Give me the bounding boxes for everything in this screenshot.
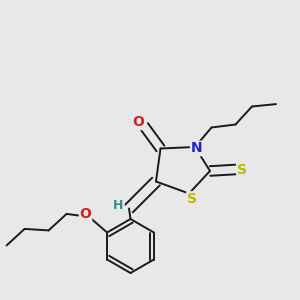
Text: S: S	[187, 192, 197, 206]
Text: H: H	[113, 199, 124, 212]
Text: O: O	[133, 116, 145, 129]
Text: O: O	[80, 207, 92, 221]
Text: S: S	[237, 163, 247, 176]
Text: N: N	[191, 142, 202, 155]
